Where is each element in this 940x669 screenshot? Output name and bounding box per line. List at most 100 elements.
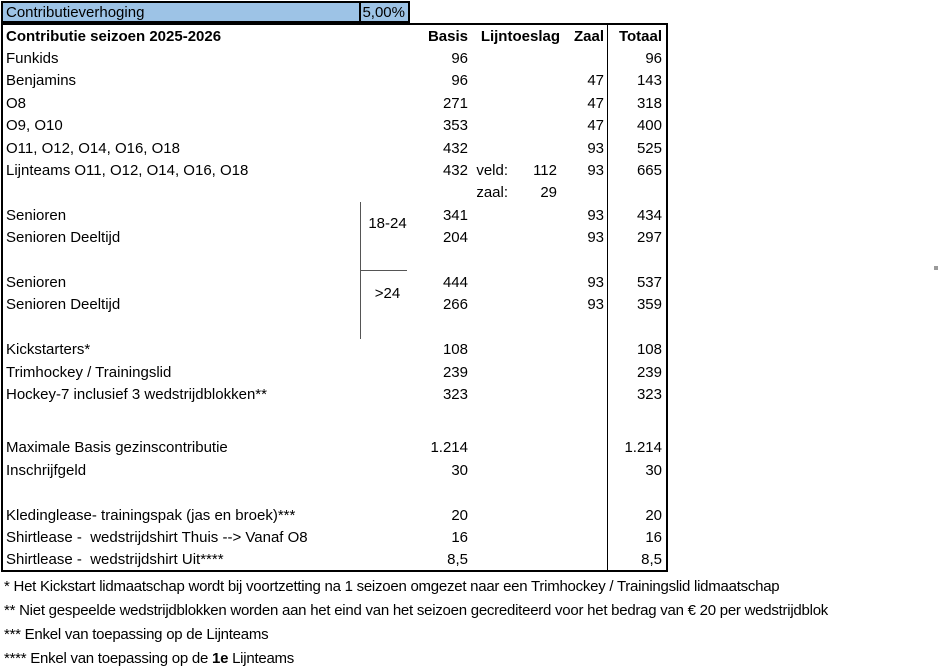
totaal-value: 96	[645, 50, 662, 68]
row-label: Senioren Deeltijd	[6, 229, 121, 247]
zaal-value: 93	[587, 139, 604, 157]
zaal-value: 93	[587, 296, 604, 314]
table-row: O8 271 47 318	[3, 92, 666, 114]
row-label: Hockey-7 inclusief 3 wedstrijdblokken**	[6, 385, 267, 403]
age-group-label-18-24: 18-24	[368, 214, 407, 232]
table-row: zaal: 29	[3, 182, 666, 204]
row-label: Maximale Basis gezinscontributie	[6, 439, 228, 457]
table-title: Contributie seizoen 2025-2026	[6, 27, 222, 45]
table-row: Shirtlease - wedstrijdshirt Uit**** 8,5 8,…	[3, 549, 666, 571]
row-label: O8	[6, 94, 27, 112]
zaal-value: 93	[587, 206, 604, 224]
table-row: Hockey-7 inclusief 3 wedstrijdblokken** 3…	[3, 383, 666, 405]
column-header-basis: Basis	[427, 27, 468, 45]
footnote-4-prefix: **** Enkel van toepassing op de	[4, 650, 212, 667]
row-label: Lijnteams O11, O12, O14, O16, O18	[6, 162, 249, 180]
row-label: Shirtlease - wedstrijdshirt Thuis --> Va…	[6, 528, 308, 546]
table-row: Inschrijfgeld 30 30	[3, 459, 666, 481]
totaal-value: 525	[636, 139, 662, 157]
basis-value: 108	[442, 341, 468, 359]
table-row: Kickstarters* 108 108	[3, 338, 666, 360]
footnote-3: *** Enkel van toepassing op de Lijnteams	[4, 626, 269, 643]
totaal-value: 400	[636, 117, 662, 135]
lijntoeslag-value: 112	[533, 162, 557, 180]
lijntoeslag-label: zaal:	[476, 184, 508, 202]
table-row: Senioren Deeltijd 266 93 359	[3, 294, 666, 316]
zaal-value: 93	[587, 229, 604, 247]
age-bracket-line-horizontal	[360, 270, 407, 271]
totaal-value: 8,5	[641, 551, 662, 569]
zaal-value: 47	[587, 117, 604, 135]
table-row: Kledinglease- trainingspak (jas en broek…	[3, 504, 666, 526]
footnote-1: * Het Kickstart lidmaatschap wordt bij v…	[4, 578, 780, 595]
footnote-2: ** Niet gespeelde wedstrijdblokken worde…	[4, 602, 829, 619]
basis-value: 266	[442, 296, 468, 314]
row-label: Senioren	[6, 273, 67, 291]
table-row: Senioren 341 93 434	[3, 204, 666, 226]
totaal-value: 434	[636, 206, 662, 224]
table-row: Benjamins 96 47 143	[3, 70, 666, 92]
table-row: Trimhockey / Trainingslid 239 239	[3, 361, 666, 383]
blank-row	[3, 406, 666, 437]
stray-pixel-artifact	[934, 266, 938, 270]
basis-value: 8,5	[447, 551, 468, 569]
basis-value: 271	[442, 94, 468, 112]
table-row: Shirtlease - wedstrijdshirt Thuis --> Va…	[3, 526, 666, 548]
contribution-table: Contributie seizoen 2025-2026 Basis Lijn…	[1, 23, 668, 572]
row-label: Benjamins	[6, 72, 77, 90]
table-row: Senioren 444 93 537	[3, 271, 666, 293]
contributieverhoging-value-cell[interactable]: 5,00%	[359, 1, 410, 23]
table-row: Maximale Basis gezinscontributie 1.214 1.2…	[3, 437, 666, 459]
column-header-totaal: Totaal	[618, 27, 662, 45]
basis-value: 341	[442, 206, 468, 224]
totaal-value: 359	[636, 296, 662, 314]
totaal-value: 20	[645, 506, 662, 524]
totaal-value: 297	[636, 229, 662, 247]
zaal-value: 93	[587, 273, 604, 291]
totaal-value: 537	[636, 273, 662, 291]
row-label: O9, O10	[6, 117, 63, 135]
totaal-value: 108	[636, 341, 662, 359]
lijntoeslag-value: 29	[540, 184, 557, 202]
age-group-label-over-24: >24	[374, 284, 401, 302]
row-label: Kledinglease- trainingspak (jas en broek…	[6, 506, 296, 524]
row-label: Inschrijfgeld	[6, 461, 87, 479]
basis-value: 204	[442, 229, 468, 247]
table-row: O9, O10 353 47 400	[3, 115, 666, 137]
table-row: Funkids 96 96	[3, 47, 666, 69]
basis-value: 16	[451, 528, 468, 546]
totaal-value: 143	[636, 72, 662, 90]
blank-row	[3, 481, 666, 503]
footnote-4-bold: 1e	[211, 650, 229, 667]
totaal-value: 30	[645, 461, 662, 479]
basis-value: 239	[442, 363, 468, 381]
footnote-4-suffix: Lijnteams	[228, 650, 295, 667]
totaal-value: 1.214	[624, 439, 662, 457]
totaal-value: 665	[636, 162, 662, 180]
totaal-value: 239	[636, 363, 662, 381]
zaal-value: 93	[587, 162, 604, 180]
basis-value: 1.214	[430, 439, 468, 457]
zaal-value: 47	[587, 72, 604, 90]
row-label: O11, O12, O14, O16, O18	[6, 139, 180, 157]
table-body: Funkids 96 96 Benjamins 96 47 143 O8 271 47 318 O9,…	[3, 47, 666, 571]
basis-value: 30	[451, 461, 468, 479]
column-header-zaal: Zaal	[573, 27, 604, 45]
basis-value: 20	[451, 506, 468, 524]
basis-value: 444	[442, 273, 468, 291]
row-label: Senioren Deeltijd	[6, 296, 121, 314]
table-row: Lijnteams O11, O12, O14, O16, O18 432 veld…	[3, 159, 666, 181]
lijntoeslag-label: veld:	[476, 162, 508, 180]
row-label: Senioren	[6, 206, 67, 224]
contributieverhoging-label-cell[interactable]: Contributieverhoging	[1, 1, 359, 23]
basis-value: 323	[442, 385, 468, 403]
row-label: Kickstarters*	[6, 341, 91, 359]
row-label: Shirtlease - wedstrijdshirt Uit****	[6, 551, 224, 569]
contributieverhoging-row: Contributieverhoging 5,00%	[1, 1, 410, 23]
footnote-4: **** Enkel van toepassing op de 1e Lijnt…	[4, 647, 934, 669]
blank-row	[3, 316, 666, 338]
table-header-row: Contributie seizoen 2025-2026 Basis Lijn…	[3, 25, 666, 47]
footnotes: * Het Kickstart lidmaatschap wordt bij v…	[4, 575, 934, 669]
totaal-value: 16	[645, 528, 662, 546]
